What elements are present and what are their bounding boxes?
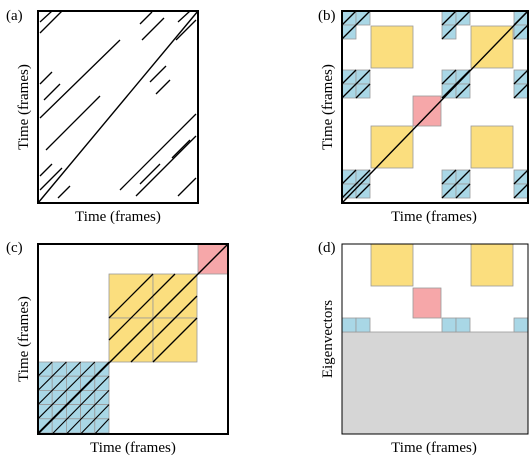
short-segment-line bbox=[441, 10, 471, 40]
short-segment-line bbox=[39, 163, 53, 177]
block-diagonal-line bbox=[37, 361, 110, 434]
panel-a: (a) Time (frames) Time (frames) bbox=[6, 8, 199, 225]
panel-c-ylabel: Time (frames) bbox=[16, 296, 32, 382]
short-segment-line bbox=[341, 10, 357, 26]
short-segment-line bbox=[39, 10, 53, 23]
short-segment-line bbox=[441, 10, 457, 26]
panel-d-xlabel: Time (frames) bbox=[391, 440, 477, 456]
off-diagonal-line bbox=[135, 135, 197, 197]
panel-d-frame bbox=[341, 243, 529, 435]
panel-b-ylabel: Time (frames) bbox=[320, 64, 336, 150]
block-diagonal-line bbox=[51, 375, 110, 435]
panel-d-blocks bbox=[341, 243, 529, 435]
short-segment-line bbox=[171, 139, 191, 159]
short-segment-line bbox=[141, 17, 165, 41]
blue-cell bbox=[355, 317, 371, 333]
panel-a-ylabel: Time (frames) bbox=[16, 64, 32, 150]
panel-c-frame bbox=[37, 243, 229, 435]
panel-c-xlabel: Time (frames) bbox=[90, 440, 176, 456]
short-segment-line bbox=[43, 83, 61, 101]
short-segment-line bbox=[441, 169, 471, 199]
short-segment-line bbox=[39, 10, 63, 34]
short-segment-line bbox=[513, 169, 529, 185]
short-segment-line bbox=[39, 167, 63, 191]
main-diagonal-line bbox=[341, 10, 529, 204]
panel-a-diagonal-lines bbox=[37, 10, 199, 204]
block-diagonal-line bbox=[108, 273, 154, 319]
blue-cell bbox=[455, 317, 471, 333]
blue-cell bbox=[51, 418, 67, 434]
short-segment-line bbox=[355, 183, 371, 199]
short-segment-line bbox=[455, 83, 471, 99]
yellow-block bbox=[108, 317, 154, 363]
block-diagonal-line bbox=[108, 273, 176, 341]
short-segment-line bbox=[341, 69, 357, 85]
block-diagonal-line bbox=[66, 390, 110, 435]
yellow-block bbox=[152, 273, 198, 319]
block-diagonal-line bbox=[130, 295, 198, 363]
short-segment-line bbox=[513, 24, 529, 40]
short-segment-line bbox=[341, 169, 357, 185]
block-diagonal-line bbox=[37, 361, 81, 405]
panel-d-ylabel: Eigenvectors bbox=[320, 300, 336, 378]
short-segment-line bbox=[341, 69, 371, 99]
panel-c: (c) Time (frames) Time (frames) bbox=[6, 240, 229, 456]
panel-b: (b) Time (frames) Time (frames) bbox=[318, 8, 529, 225]
off-diagonal-line bbox=[45, 95, 101, 151]
yellow-block bbox=[470, 125, 514, 169]
short-segment-line bbox=[175, 19, 197, 41]
panel-b-diagonal-lines bbox=[341, 10, 529, 204]
block-diagonal-line bbox=[94, 418, 110, 435]
short-segment-line bbox=[341, 10, 371, 40]
block-diagonal-line bbox=[80, 404, 110, 435]
short-segment-line bbox=[513, 10, 529, 26]
block-diagonal-line bbox=[152, 317, 198, 363]
panel-a-label: (a) bbox=[6, 8, 23, 24]
short-segment-line bbox=[139, 163, 161, 185]
off-diagonal-line bbox=[39, 39, 121, 119]
panel-b-xlabel: Time (frames) bbox=[391, 209, 477, 225]
panel-a-frame bbox=[37, 10, 199, 204]
short-segment-line bbox=[441, 69, 471, 99]
panel-b-frame bbox=[341, 10, 529, 204]
short-segment-line bbox=[177, 177, 197, 197]
block-diagonal-line bbox=[37, 361, 53, 377]
yellow-block bbox=[370, 25, 414, 69]
blue-cell bbox=[441, 317, 457, 333]
short-segment-line bbox=[57, 185, 71, 199]
yellow-block bbox=[470, 243, 514, 287]
short-segment-line bbox=[39, 71, 53, 85]
short-segment-line bbox=[513, 83, 529, 99]
short-segment-line bbox=[341, 169, 371, 199]
yellow-block bbox=[370, 125, 414, 169]
red-block bbox=[412, 287, 442, 319]
panel-c-label: (c) bbox=[6, 240, 23, 256]
main-diagonal-line bbox=[37, 243, 229, 435]
panel-d-label: (d) bbox=[318, 240, 336, 256]
short-segment-line bbox=[513, 183, 529, 199]
red-block bbox=[412, 95, 442, 127]
off-diagonal-line bbox=[119, 113, 197, 191]
panel-d: (d) Time (frames) Eigenvectors bbox=[318, 240, 529, 456]
short-segment-line bbox=[455, 183, 471, 199]
main-diagonal-line bbox=[37, 10, 199, 204]
short-segment-line bbox=[441, 169, 457, 185]
blue-cell bbox=[341, 317, 357, 333]
short-segment-line bbox=[513, 69, 529, 85]
block-diagonal-line bbox=[37, 361, 96, 420]
short-segment-line bbox=[177, 10, 191, 23]
blue-cell bbox=[513, 317, 529, 333]
gray-region bbox=[341, 331, 529, 435]
panel-c-diagonal-lines bbox=[37, 243, 229, 435]
short-segment-line bbox=[155, 79, 171, 95]
short-segment-line bbox=[139, 11, 153, 25]
short-segment-line bbox=[355, 83, 371, 99]
yellow-block bbox=[370, 243, 414, 287]
block-diagonal-line bbox=[37, 361, 67, 391]
short-segment-line bbox=[441, 69, 457, 85]
short-segment-line bbox=[149, 65, 167, 83]
panel-b-label: (b) bbox=[318, 8, 336, 24]
panel-a-xlabel: Time (frames) bbox=[75, 209, 161, 225]
